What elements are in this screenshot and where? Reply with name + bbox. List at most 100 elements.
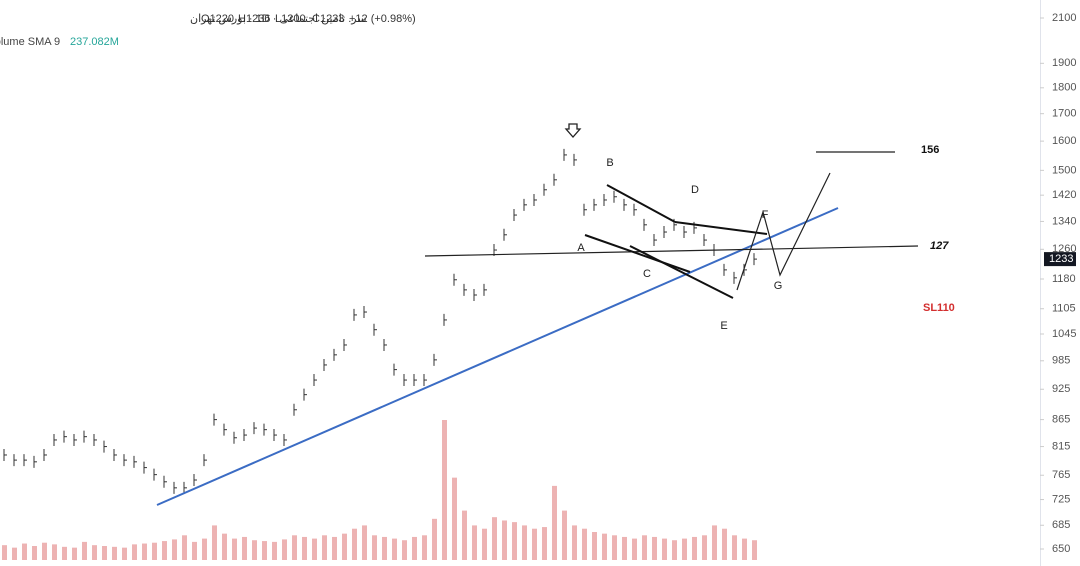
ohlc-bar [453, 273, 457, 286]
y-tick-label: 1500 [1052, 164, 1076, 176]
ohlc-bar [653, 234, 657, 247]
volume-bar [422, 535, 427, 560]
ohlc-bar [73, 433, 77, 446]
ohlc-bar [263, 423, 267, 436]
ohlc-bar [393, 363, 397, 376]
channel-line [674, 221, 768, 235]
volume-bar [332, 536, 337, 560]
ohlc-bar [703, 234, 707, 247]
ohlc-bar [3, 448, 7, 461]
volume-bar [12, 547, 17, 560]
ohlc-bar [323, 358, 327, 371]
volume-bar [442, 420, 447, 560]
y-tick-label: 1340 [1052, 215, 1076, 227]
ohlc-bar [343, 338, 347, 351]
y-tick-label: 650 [1052, 543, 1070, 555]
horizontal-line [424, 245, 919, 257]
wave-label: E [720, 320, 727, 332]
ohlc-bar [113, 448, 117, 461]
cursor-icon [564, 123, 582, 138]
volume-bar [162, 541, 167, 560]
volume-bar [202, 538, 207, 560]
ohlc-bar [543, 183, 547, 196]
volume-bar [562, 510, 567, 560]
volume-bar [242, 536, 247, 560]
wave-label: A [577, 242, 585, 254]
ohlc-bar [43, 448, 47, 461]
ohlc-bar [533, 193, 537, 206]
volume-bar [112, 546, 117, 560]
volume-bar [612, 535, 617, 560]
volume-bar [362, 525, 367, 560]
volume-bar [102, 546, 107, 560]
ohlc-bar [383, 338, 387, 351]
volume-bar [352, 528, 357, 560]
volume-bar [292, 535, 297, 560]
volume-bar [752, 540, 757, 560]
ohlc-bar [363, 306, 367, 319]
volume-bar [582, 528, 587, 560]
volume-bar [692, 536, 697, 560]
volume-bar [42, 542, 47, 560]
volume-bar [522, 525, 527, 560]
ohlc-bar [483, 283, 487, 296]
ohlc-bar [153, 468, 157, 481]
ohlc-bar [403, 374, 407, 387]
ohlc-bar [633, 203, 637, 216]
ohlc-bar [553, 173, 557, 186]
volume-bar [472, 525, 477, 560]
channel-line [629, 245, 734, 299]
volume-bar [172, 539, 177, 560]
ohlc-bar [473, 289, 477, 302]
ohlc-label: O [201, 13, 210, 25]
ohlc-bar [583, 203, 587, 216]
volume-bar [742, 538, 747, 560]
ohlc-bar [13, 454, 17, 467]
ohlc-bar [103, 440, 107, 453]
ohlc-bar [373, 323, 377, 336]
ohlc-bar [733, 271, 737, 284]
volume-bar [632, 538, 637, 560]
ohlc-bar [273, 429, 277, 442]
ohlc-bar [173, 481, 177, 494]
volume-bar [52, 544, 57, 560]
volume-bar [92, 545, 97, 560]
volume-bar [152, 542, 157, 560]
volume-sma: 237.082M [70, 36, 119, 48]
ohlc-bar [643, 218, 647, 231]
ohlc-bar [623, 198, 627, 211]
ohlc-bar [513, 209, 517, 222]
volume-bar [372, 535, 377, 560]
volume-bar [732, 535, 737, 560]
volume-bar [542, 527, 547, 560]
ohlc-bar [753, 253, 757, 266]
volume-bar [82, 541, 87, 560]
volume-bar [682, 538, 687, 560]
ohlc-bar [233, 431, 237, 444]
volume-bar [182, 535, 187, 560]
ohlc-bar [183, 481, 187, 494]
wave-label: C [643, 268, 651, 280]
ohlc-bar [593, 198, 597, 211]
plot: 6506857257658158659259851045110511801260… [2, 12, 1076, 560]
ohlc-bar [213, 413, 217, 426]
volume-bar [622, 536, 627, 560]
y-tick-label: 725 [1052, 493, 1070, 505]
wave-label: F [762, 209, 769, 221]
volume-bar [592, 532, 597, 560]
ohlc-bar [683, 226, 687, 239]
ohlc-bar [443, 313, 447, 326]
volume-bar [572, 525, 577, 560]
ohlc-bar [33, 455, 37, 468]
y-tick-label: 2100 [1052, 12, 1076, 24]
y-tick-label: 1105 [1052, 303, 1076, 315]
volume-bar [232, 538, 237, 560]
volume-bar [602, 533, 607, 560]
y-tick-label: 865 [1052, 414, 1070, 426]
last-price: 1233 [1044, 252, 1076, 267]
wave-label: B [606, 157, 613, 169]
volume-bar [32, 546, 37, 560]
channel-line [606, 184, 676, 223]
volume-bar [382, 536, 387, 560]
